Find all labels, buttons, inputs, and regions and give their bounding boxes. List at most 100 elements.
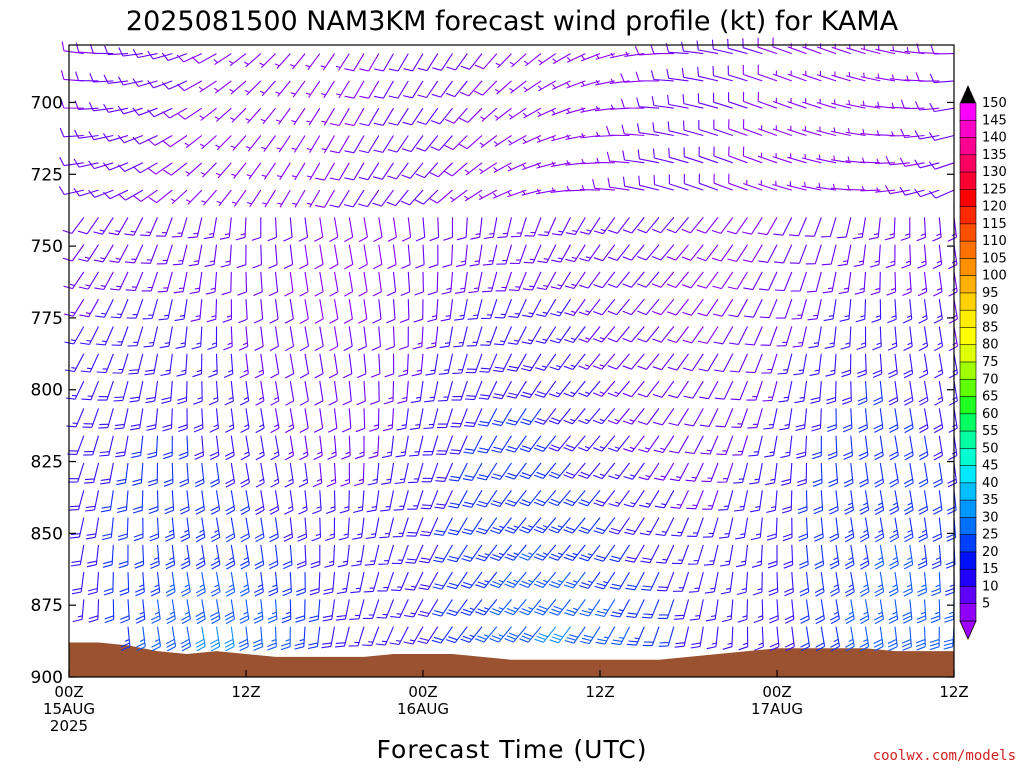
colorbar-label: 80 xyxy=(982,338,999,353)
wind-barb xyxy=(422,435,439,456)
wind-barb xyxy=(742,65,763,82)
wind-barb xyxy=(478,408,498,427)
wind-barb xyxy=(377,571,395,592)
wind-barb xyxy=(858,435,869,461)
wind-barb xyxy=(441,271,454,295)
wind-barb xyxy=(328,353,339,379)
wind-barb xyxy=(291,107,306,126)
wind-barb xyxy=(148,490,159,515)
wind-barb xyxy=(367,462,380,486)
wind-barb xyxy=(714,353,734,373)
wind-barb xyxy=(712,271,734,290)
wind-barb xyxy=(639,490,660,508)
wind-barb xyxy=(889,490,900,515)
wind-barb xyxy=(379,517,395,539)
wind-barb xyxy=(889,102,910,109)
wind-barb xyxy=(110,271,129,291)
wind-barb xyxy=(283,217,293,242)
wind-barb xyxy=(762,380,778,402)
wind-barb xyxy=(118,544,129,569)
wind-barb xyxy=(108,217,129,236)
wind-barb xyxy=(728,92,748,109)
wind-barb xyxy=(505,408,527,426)
colorbar-label: 25 xyxy=(982,528,999,543)
wind-barb xyxy=(702,490,719,510)
wind-barb xyxy=(722,626,734,650)
wind-barb xyxy=(875,73,896,82)
wind-barb xyxy=(402,80,424,99)
wind-barb xyxy=(222,299,233,323)
wind-barb xyxy=(735,517,749,540)
wind-barb xyxy=(594,571,616,590)
wind-barb xyxy=(259,53,276,69)
wind-barb xyxy=(439,326,454,349)
wind-barb xyxy=(860,100,881,109)
wind-barb xyxy=(481,271,498,293)
wind-barb xyxy=(787,97,807,109)
wind-barb xyxy=(353,462,365,487)
wind-barb xyxy=(259,80,276,97)
wind-barb xyxy=(456,217,468,241)
wind-barb xyxy=(371,326,382,351)
wind-barb xyxy=(696,217,719,234)
wind-barb xyxy=(548,517,571,534)
wind-barb xyxy=(382,408,395,432)
wind-barb xyxy=(812,435,822,460)
wind-barb xyxy=(934,381,944,406)
wind-barb xyxy=(416,107,439,125)
wind-barb xyxy=(551,244,571,263)
wind-barb xyxy=(653,175,674,191)
wind-barb xyxy=(798,544,809,570)
wind-barb xyxy=(816,126,837,137)
wind-barb xyxy=(171,217,188,238)
wind-barb xyxy=(392,517,409,538)
wind-barb xyxy=(652,326,675,343)
wind-barb xyxy=(753,599,764,624)
wind-barb xyxy=(859,599,870,625)
wind-barb xyxy=(592,353,616,370)
wind-barb xyxy=(713,173,733,191)
wind-barb xyxy=(918,326,929,352)
colorbar-label: 145 xyxy=(982,113,1007,128)
wind-barb xyxy=(161,80,188,90)
wind-barb xyxy=(325,490,336,515)
wind-barb xyxy=(565,244,586,263)
wind-barb xyxy=(593,517,616,535)
wind-barb xyxy=(462,490,483,508)
wind-barb xyxy=(947,462,958,488)
wind-barb xyxy=(388,53,409,72)
wind-barb xyxy=(509,80,527,94)
wind-barb xyxy=(667,298,689,316)
wind-barb xyxy=(210,572,221,597)
wind-barb xyxy=(701,462,719,483)
colorbar-bottom-arrow xyxy=(959,620,977,640)
wind-barb xyxy=(254,517,265,543)
wind-barb xyxy=(738,626,749,651)
wind-barb xyxy=(824,326,837,349)
wind-barb xyxy=(489,626,512,643)
wind-barb xyxy=(504,489,527,507)
wind-barb xyxy=(772,152,792,164)
wind-barb xyxy=(816,43,837,55)
wind-barb xyxy=(407,490,424,510)
wind-barb xyxy=(270,462,280,488)
wind-barb xyxy=(563,544,586,562)
wind-barb xyxy=(88,189,114,198)
wind-barb xyxy=(100,462,114,485)
wind-barb xyxy=(426,326,439,349)
wind-barb xyxy=(829,517,840,542)
wind-barb xyxy=(376,599,395,619)
wind-barb xyxy=(797,462,808,487)
wind-barb xyxy=(468,271,483,294)
wind-barb xyxy=(772,180,792,191)
wind-barb xyxy=(132,490,144,514)
wind-barb xyxy=(305,80,321,98)
wind-barb xyxy=(103,189,129,200)
wind-barb xyxy=(298,462,309,488)
wind-barb xyxy=(322,599,336,622)
wind-barb xyxy=(668,147,689,164)
wind-barb xyxy=(237,271,248,296)
wind-barb xyxy=(657,599,675,619)
wind-barb xyxy=(326,462,337,488)
wind-barb xyxy=(252,626,263,651)
